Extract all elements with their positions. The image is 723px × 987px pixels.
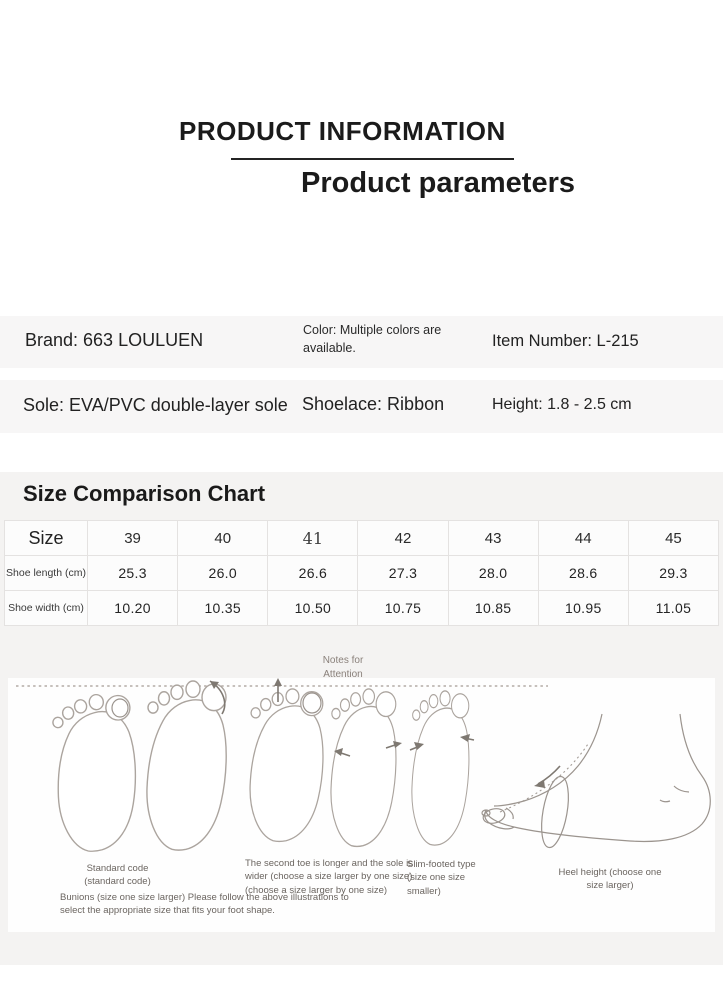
size-cell: 25.3 <box>86 555 179 591</box>
size-column-header: 40 <box>177 520 269 556</box>
size-row-label: Shoe length (cm) <box>4 555 88 591</box>
foot-diagram-slim <box>409 690 475 846</box>
size-cell: 11.05 <box>627 590 720 626</box>
size-section: Size Comparison Chart Size 39 40 41 42 43 44 45… <box>0 472 723 965</box>
spec-brand: Brand: 663 LOULUEN <box>25 330 204 350</box>
size-corner-label: Size <box>4 520 88 556</box>
caption-slim-foot: Slim-footed type (size one size smaller) <box>407 859 476 897</box>
spec-item-number: Item Number: L-215 <box>492 332 639 350</box>
page-subtitle: Product parameters <box>301 167 575 199</box>
foot-diagram-standard <box>49 691 144 855</box>
title-underline <box>231 158 514 160</box>
size-cell: 10.85 <box>447 590 539 626</box>
size-column-header: 44 <box>537 520 629 556</box>
spec-shoelace: Shoelace: Ribbon <box>302 394 445 414</box>
size-cell: 10.50 <box>267 590 359 626</box>
size-column-header: 43 <box>447 520 539 556</box>
spec-row-2 <box>0 380 723 433</box>
notes-heading: Notes for Attention <box>322 655 364 680</box>
size-cell: 27.3 <box>357 555 449 591</box>
size-cell: 10.20 <box>86 590 179 626</box>
size-cell: 28.6 <box>537 555 629 591</box>
spec-row-1 <box>0 316 723 368</box>
size-cell: 29.3 <box>627 555 720 591</box>
size-column-header: 39 <box>86 520 179 556</box>
foot-diagram-heel-height-side-view <box>481 713 711 849</box>
size-row-label: Shoe width (cm) <box>4 590 88 626</box>
size-cell: 10.35 <box>177 590 269 626</box>
size-cell: 28.0 <box>447 555 539 591</box>
page-title: PRODUCT INFORMATION <box>179 116 506 146</box>
size-cell: 10.75 <box>357 590 449 626</box>
size-column-header: 41 <box>267 520 359 556</box>
size-cell: 26.6 <box>267 555 359 591</box>
caption-standard-code: Standard code (standard code) <box>84 863 151 888</box>
caption-bunions: Bunions (size one size larger) Please fo… <box>60 892 349 917</box>
notes-card: Standard code (standard code) The second… <box>8 678 715 932</box>
foot-diagram-wide <box>330 688 402 848</box>
spec-color: Color: Multiple colors are available. <box>303 323 442 356</box>
foot-diagram-long-second-toe <box>146 680 227 851</box>
foot-diagram-bunion <box>249 678 324 843</box>
spec-sole: Sole: EVA/PVC double-layer sole <box>23 395 288 415</box>
foot-size-guide-illustration <box>16 678 711 855</box>
size-column-header: 45 <box>627 520 720 556</box>
caption-heel-height: Heel height (choose one size larger) <box>558 867 662 892</box>
size-cell: 10.95 <box>537 590 629 626</box>
size-chart-title: Size Comparison Chart <box>23 481 266 506</box>
size-table: Size 39 40 41 42 43 44 45 Shoe length (cm) 25.3 26… <box>4 520 720 626</box>
caption-second-toe: The second toe is longer and the sole is… <box>245 858 413 896</box>
size-column-header: 42 <box>357 520 449 556</box>
spec-height: Height: 1.8 - 2.5 cm <box>492 396 632 413</box>
size-cell: 26.0 <box>177 555 269 591</box>
